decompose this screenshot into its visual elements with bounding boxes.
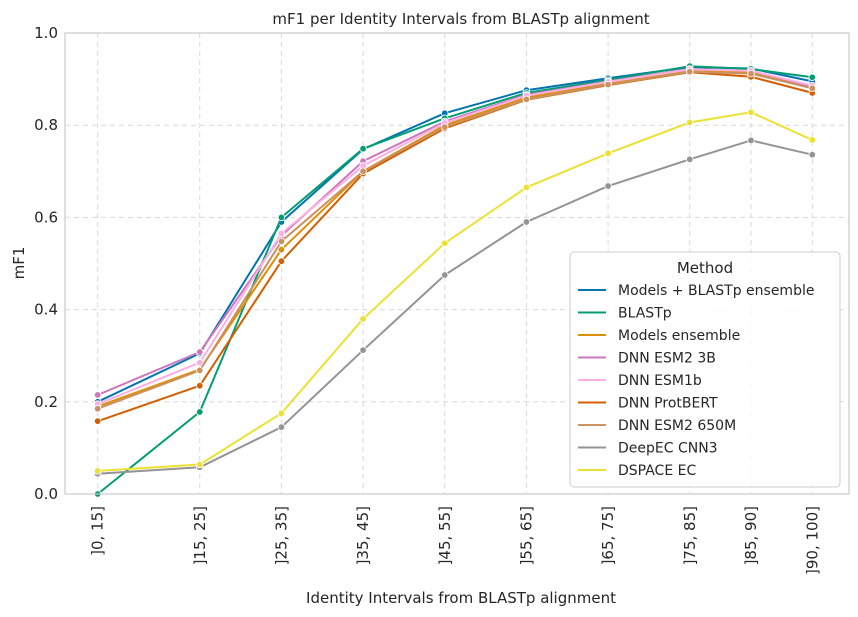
data-point [359,167,367,175]
series-line [97,65,813,495]
data-point [808,73,816,81]
x-tick-label: ]55, 65] [517,506,535,565]
chart-title: mF1 per Identity Intervals from BLASTp a… [272,10,649,28]
x-axis-label: Identity Intervals from BLASTp alignment [306,589,616,607]
legend-label: DSPACE EC [618,463,696,479]
legend-item: Models ensemble [578,328,740,344]
data-point [196,460,204,469]
data-point [196,348,204,356]
data-point [747,136,755,145]
data-point [196,358,204,367]
data-point [277,257,286,265]
data-point [196,366,204,375]
series-8 [93,108,816,475]
data-point [808,84,816,93]
y-tick-label: 0.8 [34,116,58,134]
data-point [441,123,449,131]
data-point [196,408,204,416]
x-tick-label: ]35, 45] [354,506,372,565]
data-point [808,136,816,144]
data-point [441,271,449,279]
data-point [686,155,694,164]
data-point [277,409,286,418]
x-tick-label: ]75, 85] [681,506,699,565]
data-point [808,151,816,159]
data-point [686,118,694,127]
legend-item: DSPACE EC [578,463,696,479]
data-point [93,417,102,425]
data-point [747,108,755,116]
x-tick-label: ]85, 90] [742,506,760,565]
legend-label: DNN ESM2 650M [618,418,736,434]
data-point [196,381,204,390]
legend-item: DNN ESM2 3B [578,351,716,367]
x-ticks: ]0, 15] ]15, 25] ]25, 35] ]35, 45] ]45, 55]]… [89,506,822,575]
data-point [604,80,612,89]
data-point [359,315,367,323]
data-point [93,405,102,413]
data-point [747,69,755,78]
legend-label: DeepEC CNN3 [618,441,718,457]
y-tick-label: 0.2 [34,393,58,411]
legend-item: DNN ESM2 650M [578,418,736,434]
grid [65,32,849,495]
y-tick-label: 1.0 [34,24,58,42]
data-point [359,346,367,354]
x-tick-label: ]45, 55] [436,506,454,565]
y-axis-label: mF1 [10,247,28,280]
y-tick-label: 0.4 [34,301,58,319]
series-line [97,68,813,406]
legend-label: Models + BLASTp ensemble [618,283,814,299]
data-point [93,467,102,475]
x-tick-label: ]65, 75] [599,506,617,565]
data-point [604,182,612,190]
legend-label: Models ensemble [618,328,740,344]
y-ticks: 0.0 0.2 0.4 0.6 0.8 1.0 [34,24,58,503]
legend-item: DeepEC CNN3 [578,441,718,457]
data-point [441,239,449,247]
data-point [277,245,286,254]
series-layer [93,62,816,498]
series-6 [93,68,816,413]
series-line [97,139,813,475]
legend-title: Method [677,259,733,277]
legend-label: DNN ProtBERT [618,396,718,412]
x-tick-label: ]0, 15] [89,506,107,556]
data-point [522,95,531,104]
legend-label: BLASTp [618,306,672,322]
data-point [604,149,612,158]
x-tick-label: ]15, 25] [191,506,209,565]
plot-frame [64,32,850,495]
data-point [277,237,286,246]
data-point [359,145,367,153]
legend-label: DNN ESM1b [618,373,702,389]
legend: Method Models + BLASTp ensemble BLASTp Mode… [569,251,841,488]
series-line [97,70,813,410]
x-tick-label: ]90, 100] [803,506,821,575]
data-point [686,68,694,76]
series-line [97,111,813,472]
legend-label: DNN ESM2 3B [618,351,716,367]
legend-item: BLASTp [578,306,672,322]
legend-item: Models + BLASTp ensemble [578,283,814,299]
data-point [522,218,531,226]
data-point [277,229,286,238]
legend-box [569,251,841,488]
data-point [277,213,286,222]
y-tick-label: 0.6 [34,208,58,226]
y-tick-label: 0.0 [34,485,58,503]
data-point [277,423,286,431]
series-7 [93,136,816,478]
legend-item: DNN ProtBERT [578,396,718,412]
x-tick-label: ]25, 35] [272,506,290,565]
data-point [93,391,102,399]
data-point [522,183,531,192]
legend-item: DNN ESM1b [578,373,702,389]
